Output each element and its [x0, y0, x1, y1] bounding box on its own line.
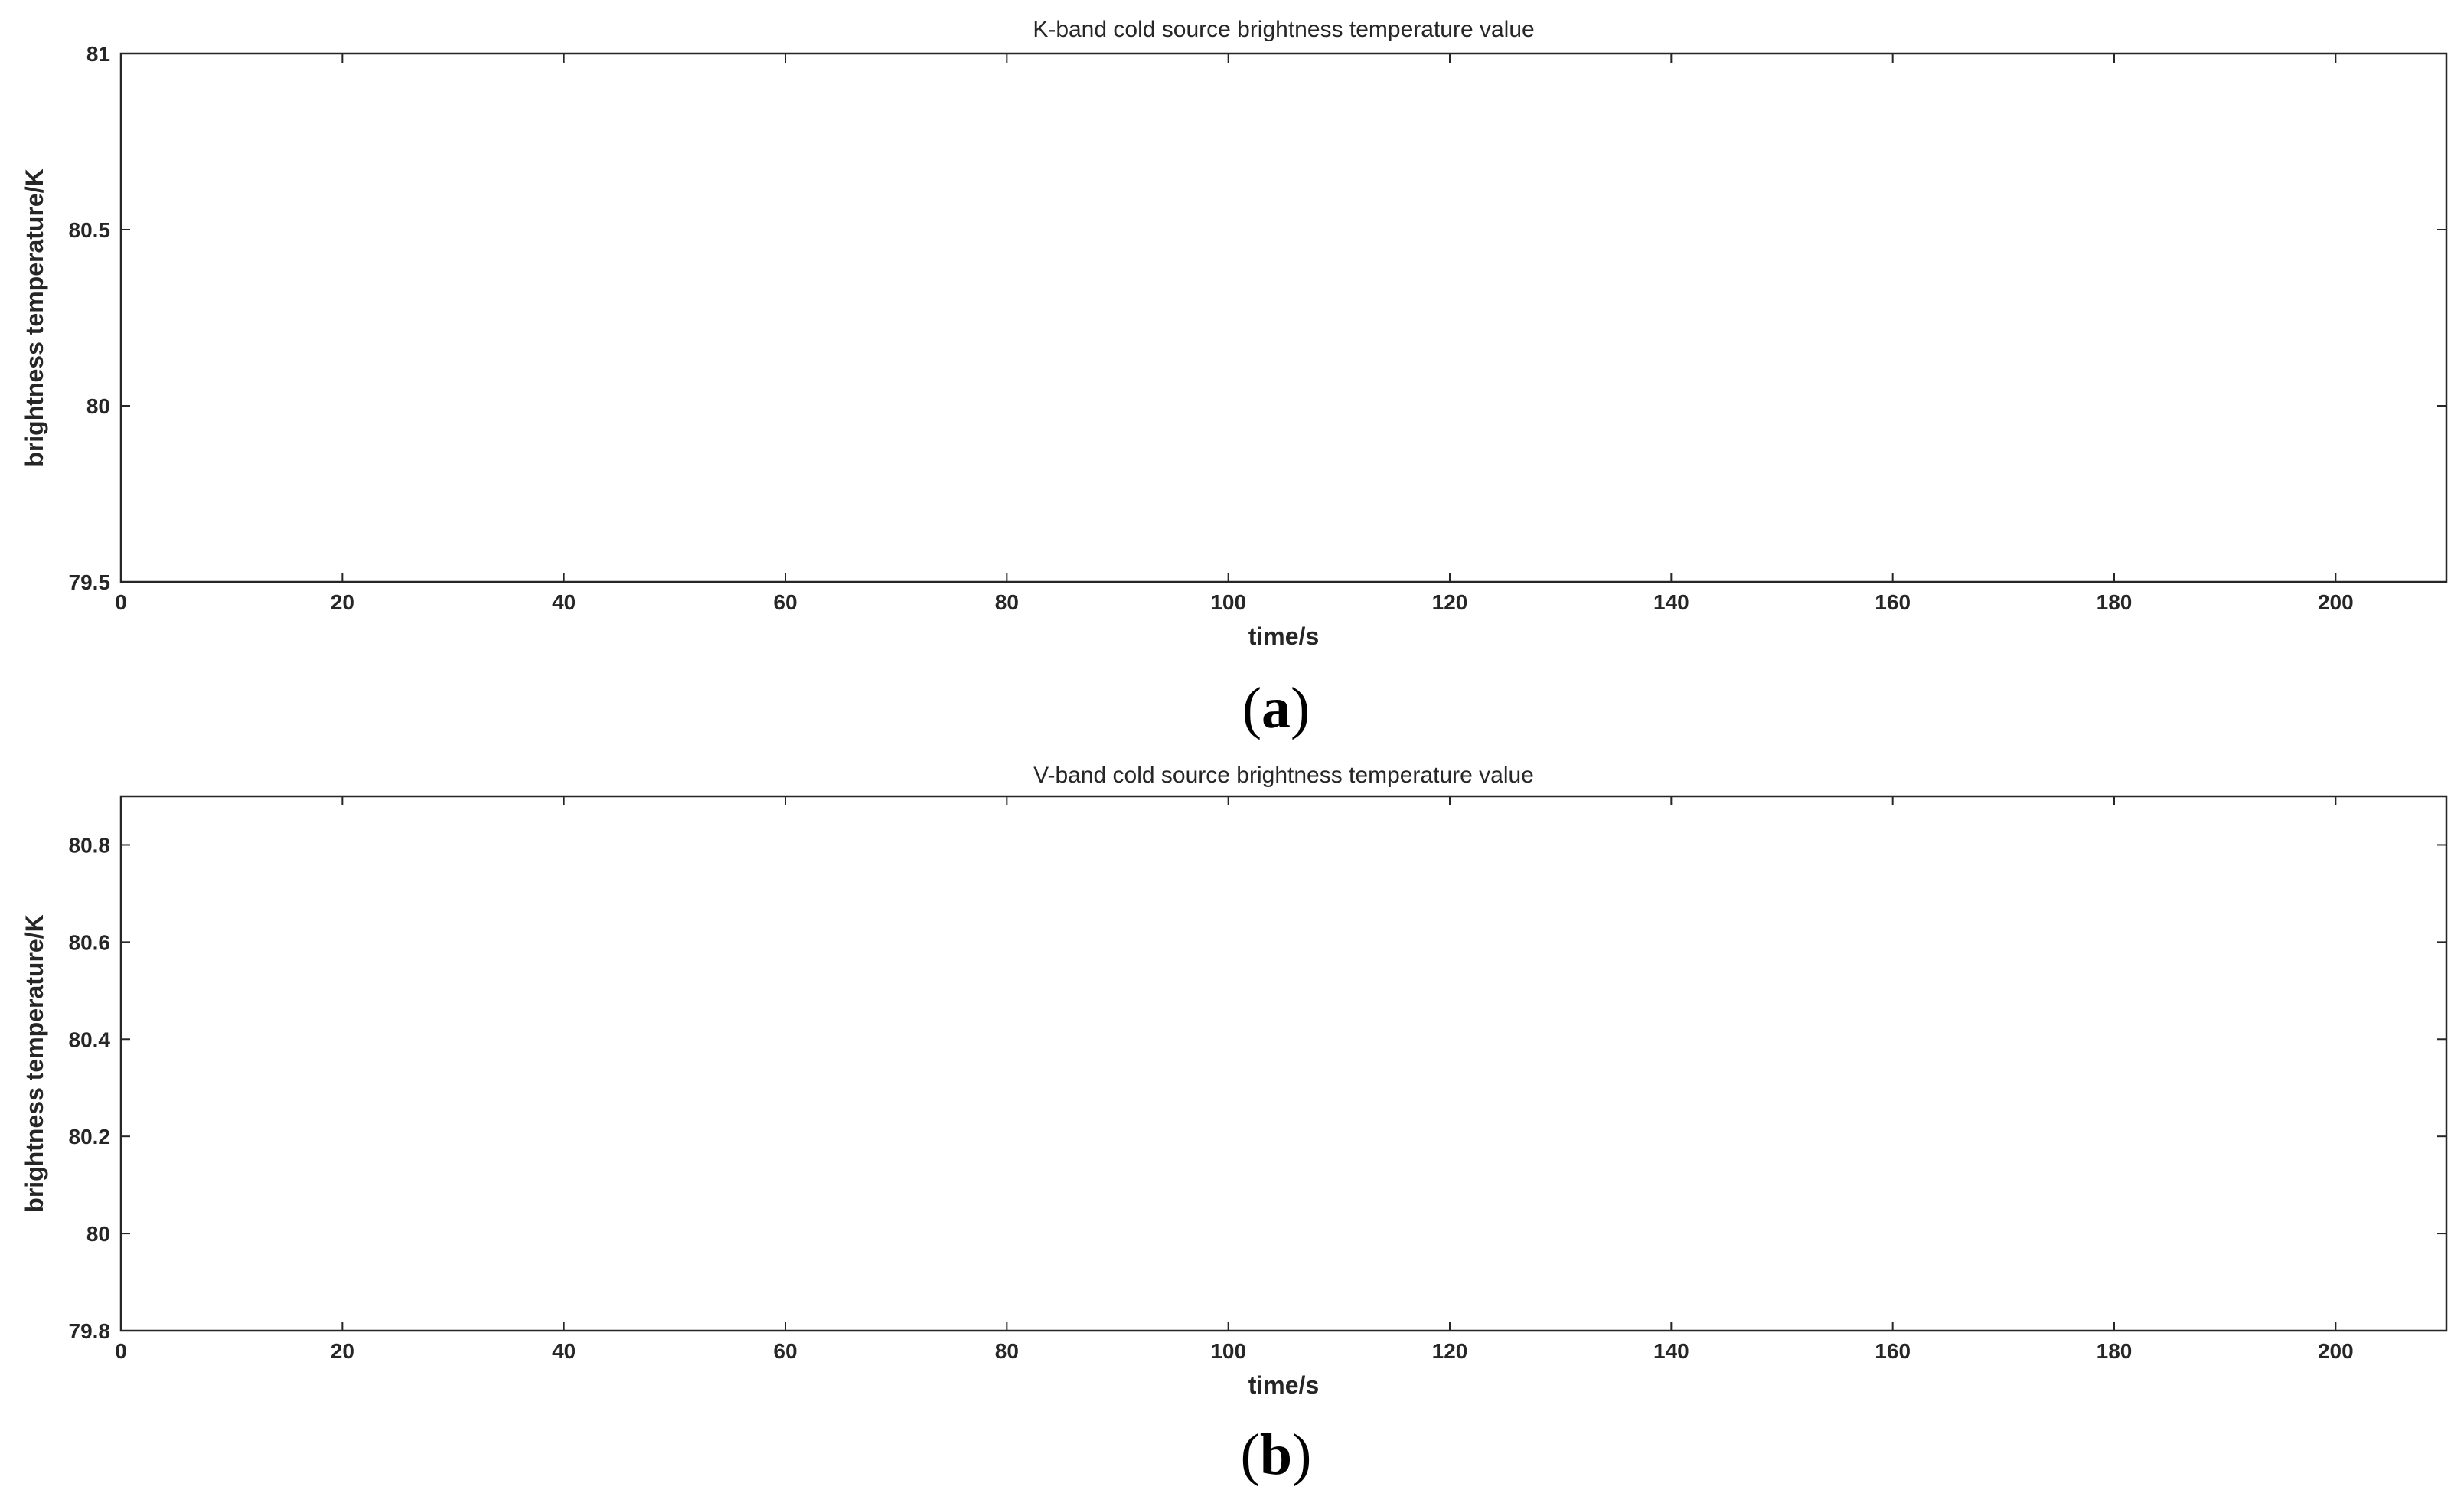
x-tick-label: 160 [1875, 590, 1911, 614]
x-tick-label: 40 [552, 1339, 576, 1363]
y-tick-label: 81 [86, 42, 110, 66]
x-tick-label: 80 [995, 590, 1019, 614]
x-tick-label: 200 [2318, 590, 2354, 614]
panel-a: 0 20 40 60 80 100 120 140 160 180 200 79.5 80 80.5 81 K… [21, 17, 2448, 740]
y-tick-label: 80.2 [69, 1125, 111, 1148]
x-tick-label: 60 [773, 590, 797, 614]
chart-title: K-band cold source brightness temperatur… [1033, 17, 1534, 42]
y-tick-label: 79.5 [69, 570, 111, 594]
x-tick-label: 100 [1210, 590, 1246, 614]
y-tick-label: 79.8 [69, 1319, 111, 1343]
x-tick-label: 120 [1432, 1339, 1468, 1363]
y-tick-label: 80.8 [69, 833, 111, 857]
chart-title: V-band cold source brightness temperatur… [1033, 763, 1534, 788]
y-axis-label: brightness temperature/K [21, 168, 48, 466]
x-tick-label: 100 [1210, 1339, 1246, 1363]
plot-frame [119, 795, 2448, 1332]
panel-caption: (a) [1242, 676, 1310, 740]
x-tick-label: 20 [331, 1339, 354, 1363]
panel-b: 0 20 40 60 80 100 120 140 160 180 200 79.8 80 80.2 80.… [21, 763, 2448, 1487]
y-tick-label: 80.6 [69, 930, 111, 954]
y-tick-label: 80 [86, 1222, 110, 1246]
x-tick-label: 0 [115, 590, 127, 614]
x-tick-label: 180 [2097, 590, 2133, 614]
x-tick-label: 60 [773, 1339, 797, 1363]
panel-caption: (b) [1241, 1423, 1312, 1487]
x-tick-label: 160 [1875, 1339, 1911, 1363]
x-tick-label: 80 [995, 1339, 1019, 1363]
y-tick-label: 80.5 [69, 218, 111, 242]
x-tick-label: 200 [2318, 1339, 2354, 1363]
x-axis-label: time/s [1248, 622, 1319, 650]
x-tick-label: 20 [331, 590, 354, 614]
plot-frame [119, 52, 2448, 583]
x-tick-label: 0 [115, 1339, 127, 1363]
y-tick-label: 80.4 [69, 1028, 111, 1051]
y-axis-label: brightness temperature/K [21, 914, 48, 1212]
y-tick-label: 80 [86, 394, 110, 418]
x-tick-label: 180 [2097, 1339, 2133, 1363]
x-tick-label: 40 [552, 590, 576, 614]
x-tick-label: 120 [1432, 590, 1468, 614]
x-tick-label: 140 [1653, 590, 1689, 614]
x-axis-label: time/s [1248, 1371, 1319, 1399]
x-tick-label: 140 [1653, 1339, 1689, 1363]
